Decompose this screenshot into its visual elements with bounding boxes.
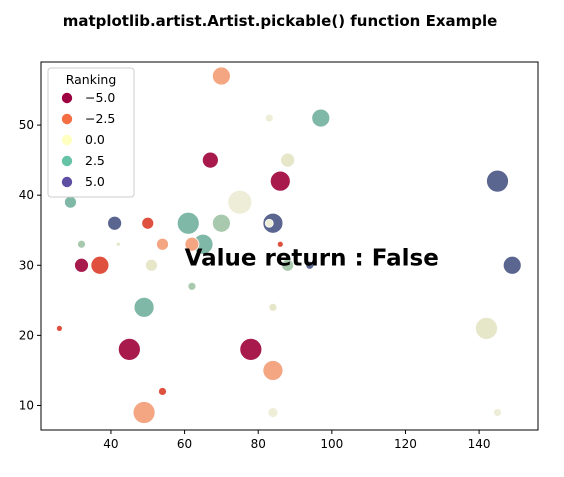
data-point-10 [141,216,155,230]
data-point-26 [502,255,522,275]
data-point-14 [264,218,274,228]
value-return-annotation: Value return : False [185,245,439,271]
data-point-33 [239,337,263,361]
legend-label-2: 0.0 [85,132,105,147]
data-point-6 [486,169,509,193]
data-point-16 [184,236,200,252]
data-point-1 [311,108,331,128]
y-tick-label-3: 40 [19,188,34,202]
legend: Ranking −5.0 −2.5 0.0 2.5 5.0 [47,67,135,198]
x-axis: 40 60 80 100 120 140 [103,430,491,451]
legend-marker-0 [61,92,73,104]
data-point-17 [156,237,169,251]
legend-label-4: 5.0 [85,174,105,189]
data-point-30 [56,324,63,332]
y-tick-label-0: 10 [19,398,34,412]
data-point-7 [227,189,253,215]
axes-frame [40,61,539,431]
data-point-5 [269,170,291,192]
data-point-19 [115,241,121,247]
legend-marker-2 [61,134,73,146]
legend-label-0: −5.0 [85,90,115,105]
x-tick-label-3: 100 [320,437,343,451]
legend-marker-1 [61,113,73,125]
data-point-31 [475,316,498,340]
y-axis: 10 20 30 40 50 [19,118,41,412]
legend-marker-4 [61,176,73,188]
data-point-28 [268,302,278,312]
data-point-32 [117,337,141,361]
chart-title: matplotlib.artist.Artist.pickable() func… [63,12,498,30]
data-point-27 [187,281,197,291]
y-tick-label-1: 20 [19,328,34,342]
x-tick-label-5: 140 [468,437,491,451]
data-point-4 [201,151,219,169]
data-point-24 [281,258,295,272]
data-point-35 [158,387,167,396]
x-tick-label-0: 40 [103,437,118,451]
legend-title: Ranking [66,72,117,87]
data-point-36 [132,401,156,424]
legend-label-1: −2.5 [85,111,115,126]
data-point-22 [90,255,110,275]
legend-label-3: 2.5 [85,153,105,168]
data-point-29 [133,296,155,318]
data-point-38 [493,408,502,417]
data-point-18 [77,239,86,249]
points-layer [56,66,522,424]
data-point-20 [276,240,284,248]
y-tick-label-2: 30 [19,258,34,272]
data-point-25 [305,260,315,270]
data-point-37 [267,407,279,418]
data-point-11 [176,211,200,235]
data-point-3 [280,152,296,168]
data-point-0 [211,66,231,86]
y-tick-label-4: 50 [19,118,34,132]
data-point-34 [262,360,284,381]
data-point-12 [211,213,231,233]
data-point-2 [264,113,274,123]
data-point-23 [145,258,158,272]
x-tick-label-4: 120 [394,437,417,451]
x-tick-label-1: 60 [177,437,192,451]
legend-marker-3 [61,155,73,167]
data-point-9 [107,215,123,231]
data-point-8 [64,195,77,209]
x-tick-label-2: 80 [251,437,266,451]
legend-entries: −5.0 −2.5 0.0 2.5 5.0 [61,90,115,189]
data-point-21 [74,257,89,273]
